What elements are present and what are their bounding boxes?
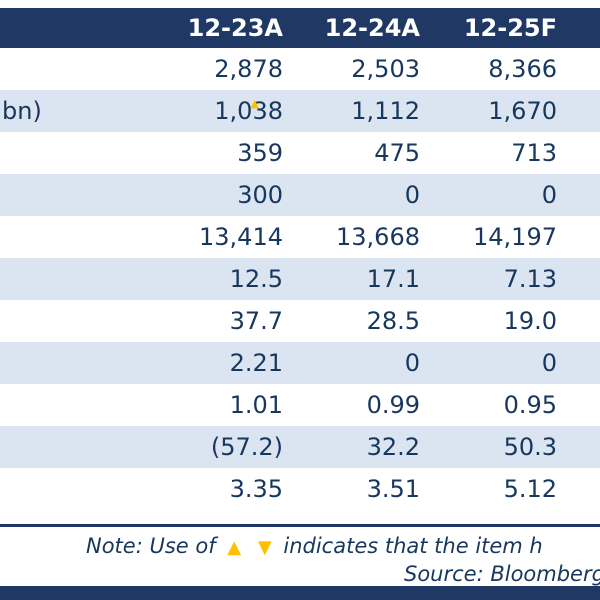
table-row: 359 475 713	[0, 132, 600, 174]
cell-value: 19.0	[503, 307, 557, 335]
cell-value: 1.01	[229, 391, 283, 419]
cell-value: 1,670	[488, 97, 557, 125]
table-row: 12.5 17.1 7.13	[0, 258, 600, 300]
table-body: 2,878 2,503 8,366 bn) 1,038 ▲ 1,112 1,67…	[0, 48, 600, 510]
cell-value: 1,038 ▲	[145, 97, 283, 125]
financial-table: 12-23A 12-24A 12-25F 2,878 2,503 8,366 b…	[0, 8, 600, 510]
column-header-12-24A: 12-24A	[324, 14, 420, 42]
table-row: 2.21 0 0	[0, 342, 600, 384]
cell-value: 5.12	[503, 475, 557, 503]
row-label: bn)	[2, 97, 42, 125]
cell-value: 2,503	[351, 55, 420, 83]
table-row: 3.35 3.51 5.12	[0, 468, 600, 510]
footer-divider	[0, 524, 600, 527]
cell-value: 0.99	[366, 391, 420, 419]
cell-value: 28.5	[366, 307, 420, 335]
cell-value: 1,112	[351, 97, 420, 125]
cell-value: 32.2	[366, 433, 420, 461]
cell-value: 0	[541, 181, 557, 209]
column-header-12-25F: 12-25F	[463, 14, 557, 42]
table-row: 13,414 13,668 14,197	[0, 216, 600, 258]
cell-value: 713	[511, 139, 557, 167]
table-row: 300 0 0	[0, 174, 600, 216]
cell-value: 8,366	[488, 55, 557, 83]
cell-value: (57.2)	[210, 433, 283, 461]
cell-value: 0.95	[503, 391, 557, 419]
cell-value: 3.51	[366, 475, 420, 503]
cell-value: 3.35	[229, 475, 283, 503]
cell-value: 12.5	[229, 265, 283, 293]
cell-value: 13,414	[199, 223, 283, 251]
cell-value: 2,878	[214, 55, 283, 83]
cell-value: 475	[374, 139, 420, 167]
table-row: 1.01 0.99 0.95	[0, 384, 600, 426]
cell-value: 0	[404, 349, 420, 377]
table-row: (57.2) 32.2 50.3	[0, 426, 600, 468]
cell-value: 14,197	[473, 223, 557, 251]
cell-value-text: 1,038	[214, 97, 283, 125]
cell-value: 7.13	[503, 265, 557, 293]
footnote-suffix: indicates that the item h	[283, 534, 543, 558]
cell-value: 17.1	[366, 265, 420, 293]
cell-value: 2.21	[229, 349, 283, 377]
footnote: Note: Use of ▲ ▼ indicates that the item…	[86, 534, 543, 558]
cell-value: 37.7	[229, 307, 283, 335]
down-triangle-icon: ▼	[257, 537, 272, 558]
table-row: 37.7 28.5 19.0	[0, 300, 600, 342]
table-row: bn) 1,038 ▲ 1,112 1,670	[0, 90, 600, 132]
cell-value: 0	[404, 181, 420, 209]
table-row: 2,878 2,503 8,366	[0, 48, 600, 90]
source-credit: Source: Bloomberg	[404, 562, 600, 586]
cell-value: 300	[237, 181, 283, 209]
footnote-prefix: Note: Use of	[86, 534, 216, 558]
cell-value: 13,668	[336, 223, 420, 251]
bottom-bar	[0, 586, 600, 600]
cell-value: 50.3	[503, 433, 557, 461]
table-header-row: 12-23A 12-24A 12-25F	[0, 8, 600, 48]
increase-marker-icon: ▲	[250, 97, 259, 110]
up-triangle-icon: ▲	[227, 537, 242, 558]
cell-value: 359	[237, 139, 283, 167]
cell-value: 0	[541, 349, 557, 377]
column-header-12-23A: 12-23A	[187, 14, 283, 42]
